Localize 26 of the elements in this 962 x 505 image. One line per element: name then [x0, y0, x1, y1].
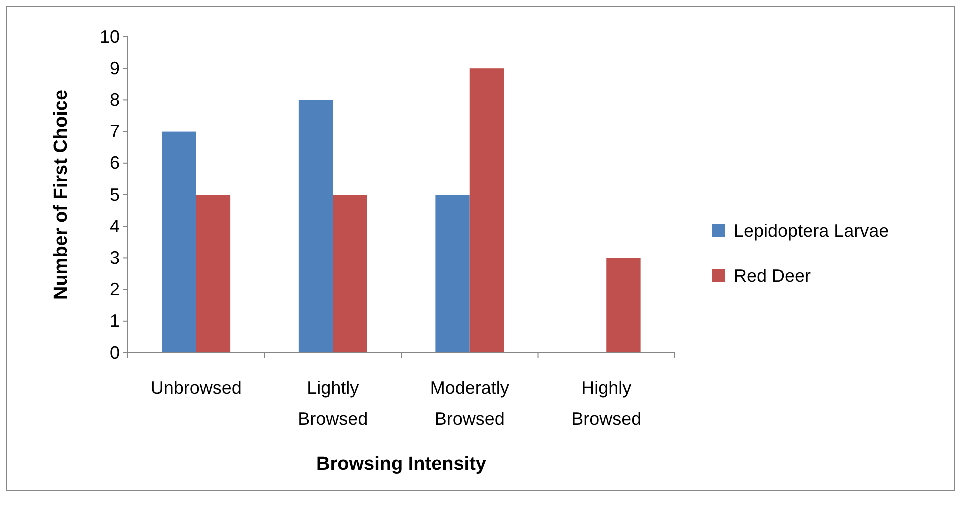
bar [298, 100, 334, 353]
bar [606, 258, 641, 353]
bar [196, 195, 231, 353]
y-tick-label: 2 [110, 280, 120, 300]
y-axis-title: Number of First Choice [51, 90, 72, 300]
x-axis-title: Browsing Intensity [316, 454, 487, 475]
legend-label: Red Deer [734, 266, 812, 286]
y-tick-label: 10 [100, 26, 120, 47]
x-tick-label: Moderatly Browsed [430, 378, 510, 429]
x-tick-label: Highly Browsed [572, 378, 642, 429]
x-tick-label: Lightly Browsed [298, 378, 368, 429]
y-tick-label: 7 [110, 122, 120, 142]
y-tick-label: 6 [110, 153, 120, 174]
y-tick-label: 8 [110, 90, 120, 110]
bar [470, 68, 504, 353]
legend-label: Lepidoptera Larvae [734, 221, 890, 241]
y-tick-label: 1 [110, 311, 120, 332]
bar [333, 195, 368, 353]
y-tick-label: 9 [110, 58, 120, 78]
y-tick-label: 5 [110, 184, 120, 205]
y-tick-label: 4 [110, 216, 120, 236]
y-tick-label: 3 [110, 248, 120, 268]
y-tick-label: 0 [110, 342, 120, 363]
bar [436, 195, 470, 353]
bar [162, 132, 196, 353]
x-tick-label: Unbrowsed [150, 378, 242, 398]
